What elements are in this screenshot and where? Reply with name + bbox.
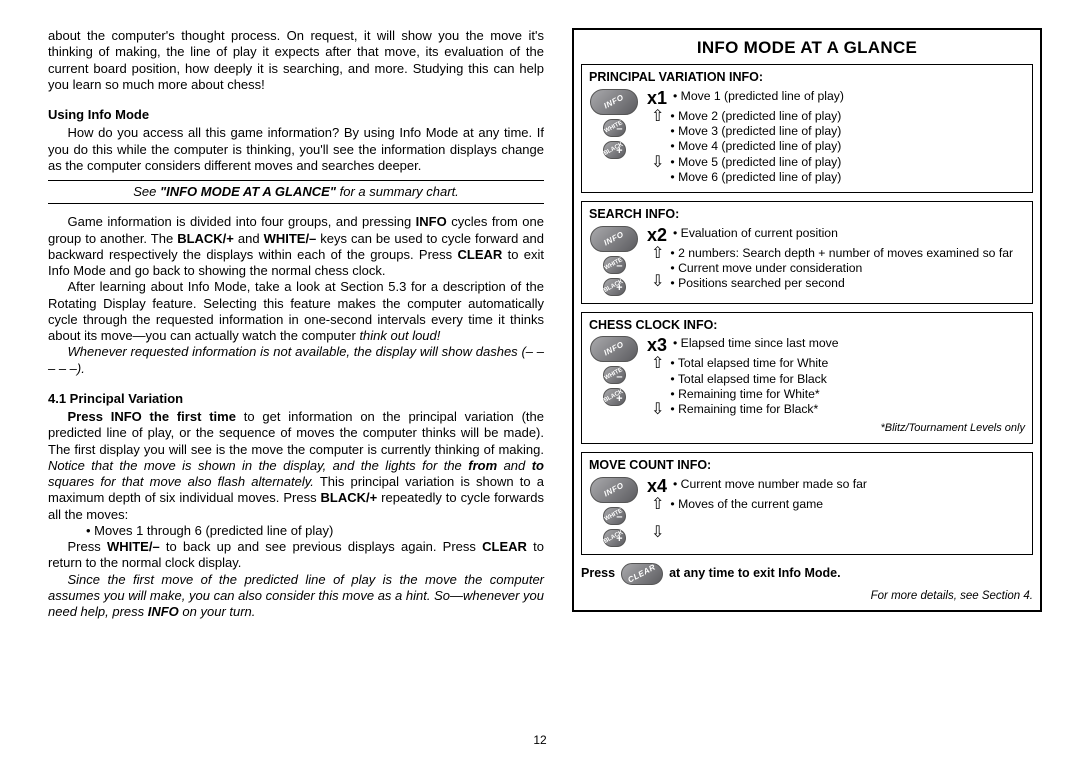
info-section: CHESS CLOCK INFO: – + x3 • Elapsed time sinc… <box>581 312 1033 444</box>
list-item: Remaining time for White* <box>670 387 828 402</box>
arrow-up-icon <box>651 109 664 125</box>
arrow-down-icon <box>651 155 664 171</box>
press-clear-line: Press at any time to exit Info Mode. <box>581 563 1033 585</box>
info-button-icon <box>590 477 638 503</box>
section-title: SEARCH INFO: <box>589 207 1025 223</box>
white-button-icon: – <box>603 119 626 137</box>
section-title: MOVE COUNT INFO: <box>589 458 1025 474</box>
groups-para: Game information is divided into four gr… <box>48 214 544 279</box>
intro-paragraph: about the computer's thought process. On… <box>48 28 544 93</box>
black-button-icon: + <box>603 388 626 406</box>
right-column: INFO MODE AT A GLANCE PRINCIPAL VARIATIO… <box>572 28 1042 752</box>
info-section: SEARCH INFO: – + x2 • Evaluation of current … <box>581 201 1033 304</box>
arrow-up-icon <box>651 246 664 262</box>
white-button-icon: – <box>603 256 626 274</box>
page-number: 12 <box>0 733 1080 748</box>
list-item: Move 2 (predicted line of play) <box>670 109 841 124</box>
press-count: x2 <box>647 226 667 244</box>
rotating-display-para: After learning about Info Mode, take a l… <box>48 279 544 344</box>
list-item: Positions searched per second <box>670 276 1013 291</box>
arrow-up-icon <box>651 497 664 513</box>
info-section: MOVE COUNT INFO: – + x4 • Current move numbe… <box>581 452 1033 555</box>
black-button-icon: + <box>603 529 626 547</box>
info-button-icon <box>590 336 638 362</box>
list-item: Current move under consideration <box>670 261 1013 276</box>
arrow-down-icon <box>651 274 664 290</box>
list-item: Total elapsed time for Black <box>670 372 828 387</box>
list-item: Move 3 (predicted line of play) <box>670 124 841 139</box>
top-item: • Evaluation of current position <box>673 226 838 241</box>
glance-title: INFO MODE AT A GLANCE <box>581 37 1033 58</box>
section-footnote: *Blitz/Tournament Levels only <box>647 422 1025 436</box>
press-count: x3 <box>647 336 667 354</box>
list-item: 2 numbers: Search depth + number of move… <box>670 246 1013 261</box>
info-section: PRINCIPAL VARIATION INFO: – + x1 • Move 1 (p… <box>581 64 1033 193</box>
item-list: 2 numbers: Search depth + number of move… <box>670 246 1013 292</box>
pv-para1: Press INFO the first time to get informa… <box>48 409 544 523</box>
black-button-icon: + <box>603 278 626 296</box>
pv-para2: Press WHITE/– to back up and see previou… <box>48 539 544 572</box>
white-button-icon: – <box>603 366 626 384</box>
top-item: • Current move number made so far <box>673 477 867 492</box>
glance-box: INFO MODE AT A GLANCE PRINCIPAL VARIATIO… <box>572 28 1042 612</box>
pv-header: 4.1 Principal Variation <box>48 391 544 407</box>
arrow-down-icon <box>651 402 664 418</box>
white-button-icon: – <box>603 507 626 525</box>
press-count: x4 <box>647 477 667 495</box>
arrow-up-icon <box>651 356 664 372</box>
clear-button-icon <box>621 563 663 585</box>
list-item: Total elapsed time for White <box>670 356 828 371</box>
list-item: Moves of the current game <box>670 497 823 512</box>
press-count: x1 <box>647 89 667 107</box>
reference-line: See "INFO MODE AT A GLANCE" for a summar… <box>48 180 544 204</box>
list-item: Move 5 (predicted line of play) <box>670 155 841 170</box>
arrow-down-icon <box>651 525 664 541</box>
list-item: Move 6 (predicted line of play) <box>670 170 841 185</box>
using-info-header: Using Info Mode <box>48 107 544 123</box>
list-item: Move 4 (predicted line of play) <box>670 139 841 154</box>
final-reference: For more details, see Section 4. <box>581 589 1033 603</box>
pv-bullet-list: Moves 1 through 6 (predicted line of pla… <box>48 523 544 539</box>
info-button-icon <box>590 89 638 115</box>
pv-para3: Since the first move of the predicted li… <box>48 572 544 621</box>
using-info-para: How do you access all this game informat… <box>48 125 544 174</box>
top-item: • Move 1 (predicted line of play) <box>673 89 844 104</box>
item-list: Move 2 (predicted line of play)Move 3 (p… <box>670 109 841 185</box>
item-list: Total elapsed time for WhiteTotal elapse… <box>670 356 828 417</box>
black-button-icon: + <box>603 141 626 159</box>
left-column: about the computer's thought process. On… <box>48 28 544 752</box>
dashes-para: Whenever requested information is not av… <box>48 344 544 377</box>
section-title: CHESS CLOCK INFO: <box>589 318 1025 334</box>
list-item: Remaining time for Black* <box>670 402 828 417</box>
item-list: Moves of the current game <box>670 497 823 512</box>
info-button-icon <box>590 226 638 252</box>
section-title: PRINCIPAL VARIATION INFO: <box>589 70 1025 86</box>
top-item: • Elapsed time since last move <box>673 336 838 351</box>
